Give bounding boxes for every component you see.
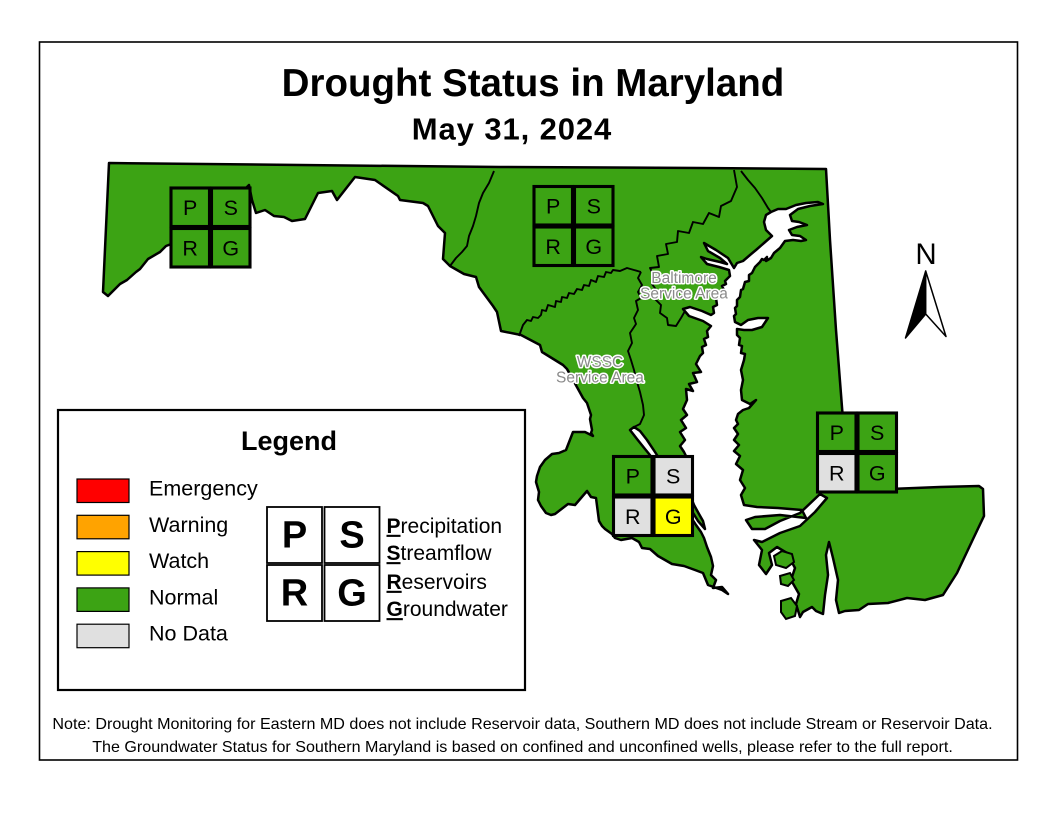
svg-text:G: G [585, 235, 602, 259]
svg-text:P: P [546, 194, 560, 218]
svg-text:Warning: Warning [149, 513, 228, 537]
svg-text:Emergency: Emergency [149, 477, 258, 501]
svg-text:N: N [915, 238, 936, 271]
svg-text:S: S [666, 464, 680, 488]
svg-text:Watch: Watch [149, 549, 209, 573]
svg-text:May 31, 2024: May 31, 2024 [412, 112, 612, 147]
svg-text:G: G [337, 573, 367, 615]
svg-text:S: S [587, 194, 601, 218]
svg-text:P: P [626, 464, 640, 488]
svg-text:S: S [339, 515, 364, 557]
svg-text:Precipitation: Precipitation [387, 515, 503, 538]
svg-text:P: P [830, 421, 844, 445]
svg-text:R: R [625, 505, 641, 529]
svg-text:G: G [222, 236, 239, 260]
svg-text:R: R [281, 573, 308, 615]
svg-text:Legend: Legend [241, 426, 337, 456]
svg-text:The Groundwater Status for Sou: The Groundwater Status for Southern Mary… [92, 738, 953, 756]
svg-text:S: S [224, 196, 238, 220]
svg-text:G: G [869, 461, 886, 485]
svg-text:R: R [829, 461, 845, 485]
svg-text:P: P [183, 196, 197, 220]
svg-text:P: P [282, 515, 307, 557]
svg-text:S: S [870, 421, 884, 445]
svg-text:Drought Status in Maryland: Drought Status in Maryland [282, 62, 785, 105]
svg-text:No Data: No Data [149, 622, 228, 646]
svg-text:G: G [665, 505, 682, 529]
svg-text:Normal: Normal [149, 585, 218, 609]
svg-text:Streamflow: Streamflow [387, 542, 493, 565]
svg-text:Reservoirs: Reservoirs [387, 571, 487, 594]
svg-text:R: R [182, 236, 198, 260]
svg-text:Note: Drought Monitoring for E: Note: Drought Monitoring for Eastern MD … [52, 715, 992, 733]
svg-text:Groundwater: Groundwater [387, 598, 508, 621]
svg-text:R: R [545, 235, 561, 259]
